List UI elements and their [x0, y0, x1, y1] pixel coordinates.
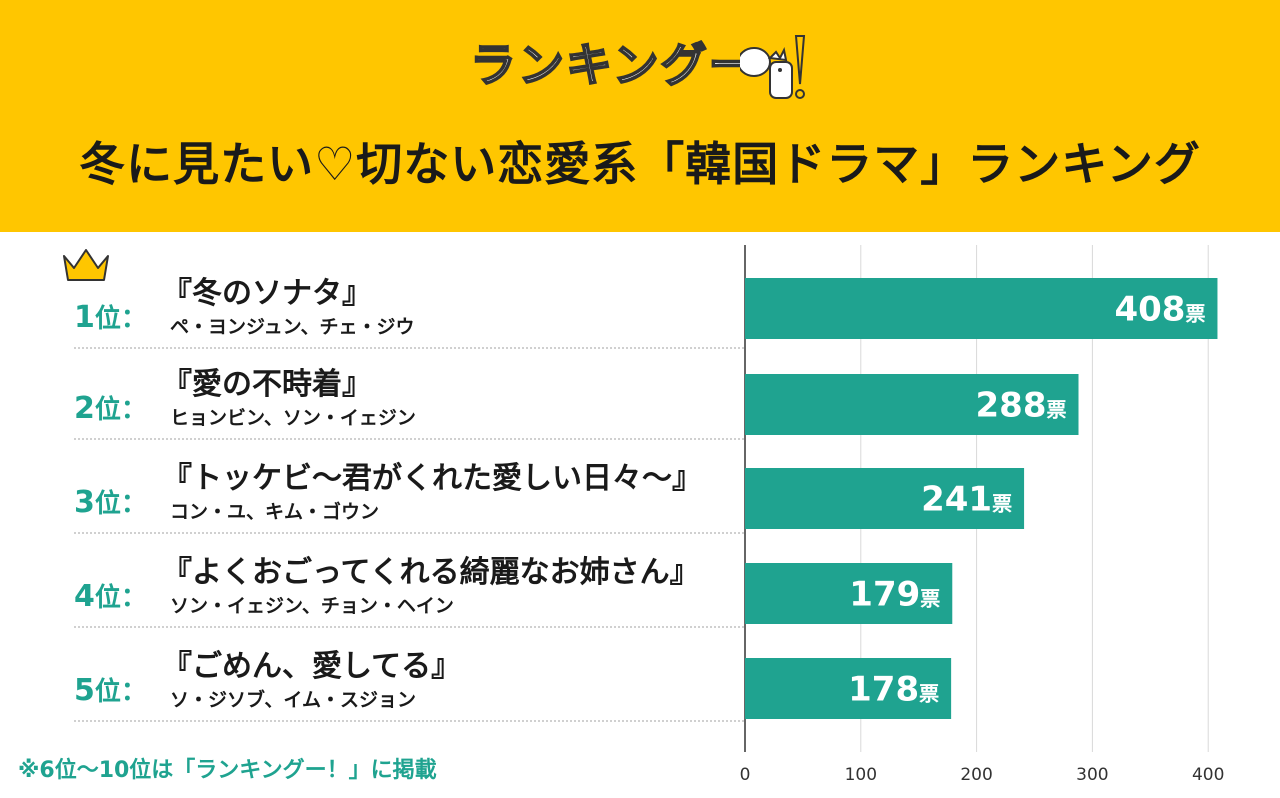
ranking-row-1: 1位： 『冬のソナタ』 ペ・ヨンジュン、チェ・ジウ	[74, 262, 744, 357]
ranking-row-2: 2位： 『愛の不時着』 ヒョンビン、ソン・イェジン	[74, 353, 744, 448]
drama-cast: コン・ユ、キム・ゴウン	[170, 501, 380, 523]
x-tick-label: 300	[1076, 765, 1108, 785]
drama-title: 『トッケビ～君がくれた愛しい日々～』	[162, 461, 702, 496]
row-divider	[74, 347, 744, 349]
ranking-goo-logo: ランキングー	[469, 18, 810, 108]
bar	[745, 658, 952, 719]
rank-number: 2位：	[74, 389, 154, 426]
rank-digit: 5	[74, 673, 95, 708]
drama-cast: ヒョンビン、ソン・イェジン	[170, 407, 416, 429]
crown-icon	[63, 249, 109, 281]
x-tick-label: 200	[960, 765, 992, 785]
bar-value-label: 179票	[849, 575, 940, 615]
bar	[745, 374, 1079, 435]
x-tick-label: 100	[845, 765, 877, 785]
bar-value-label: 288票	[976, 386, 1067, 426]
bar-value-unit: 票	[992, 492, 1012, 516]
ranking-row-4: 4位： 『よくおごってくれる綺麗なお姉さん』 ソン・イェジン、チョン・ヘイン	[74, 541, 744, 636]
rank-suffix: 位：	[94, 677, 147, 707]
bar-value-label: 178票	[848, 670, 939, 710]
bar-value-number: 241	[921, 480, 992, 520]
rank-digit: 3	[74, 485, 95, 520]
bar-value-unit: 票	[1185, 302, 1205, 326]
bar-value-unit: 票	[919, 682, 939, 706]
rank-digit: 1	[74, 300, 95, 335]
footnote: ※6位～10位は「ランキングー！」に掲載	[18, 758, 437, 783]
row-divider	[74, 720, 744, 722]
drama-cast: ソン・イェジン、チョン・ヘイン	[170, 595, 454, 617]
ranking-row-5: 5位： 『ごめん、愛してる』 ソ・ジソブ、イム・スジョン	[74, 635, 744, 730]
drama-title: 『よくおごってくれる綺麗なお姉さん』	[162, 555, 700, 590]
rank-number: 1位：	[74, 298, 154, 335]
rank-number: 4位：	[74, 577, 154, 614]
drama-title: 『冬のソナタ』	[162, 276, 372, 311]
bar-value-number: 179	[849, 575, 920, 615]
bar-value-label: 408票	[1114, 290, 1205, 330]
rank-number: 3位：	[74, 483, 154, 520]
drama-cast: ソ・ジソブ、イム・スジョン	[170, 689, 417, 711]
logo-text: ランキングー	[469, 37, 757, 93]
bar-value-number: 178	[848, 670, 919, 710]
drama-title: 『ごめん、愛してる』	[162, 649, 462, 684]
rank-digit: 4	[74, 579, 95, 614]
bar	[745, 278, 1218, 339]
row-divider	[74, 626, 744, 628]
bar-value-number: 288	[976, 386, 1047, 426]
bar-value-unit: 票	[920, 587, 940, 611]
bar-value-unit: 票	[1047, 398, 1067, 422]
bar	[745, 563, 953, 624]
rank-suffix: 位：	[94, 395, 147, 425]
bar-value-label: 241票	[921, 480, 1012, 520]
row-divider	[74, 438, 744, 440]
page-title: 冬に見たい♡切ない恋愛系「韓国ドラマ」ランキング	[79, 137, 1201, 191]
bar	[745, 468, 1025, 529]
x-tick-label: 400	[1192, 765, 1224, 785]
bar-value-number: 408	[1114, 290, 1185, 330]
rank-suffix: 位：	[94, 304, 147, 334]
row-divider	[74, 532, 744, 534]
drama-title: 『愛の不時着』	[162, 367, 372, 402]
rank-suffix: 位：	[94, 583, 147, 613]
chick-thumbs-up-icon	[740, 35, 806, 99]
rank-digit: 2	[74, 391, 95, 426]
ranking-row-3: 3位： 『トッケビ～君がくれた愛しい日々～』 コン・ユ、キム・ゴウン	[74, 447, 744, 542]
drama-cast: ペ・ヨンジュン、チェ・ジウ	[170, 316, 415, 338]
rank-number: 5位：	[74, 671, 154, 708]
x-tick-label: 0	[740, 765, 751, 785]
header-banner: ランキングー 冬に見たい♡切ない恋愛系「韓国ドラマ」ランキング	[0, 0, 1280, 232]
rank-suffix: 位：	[94, 489, 147, 519]
